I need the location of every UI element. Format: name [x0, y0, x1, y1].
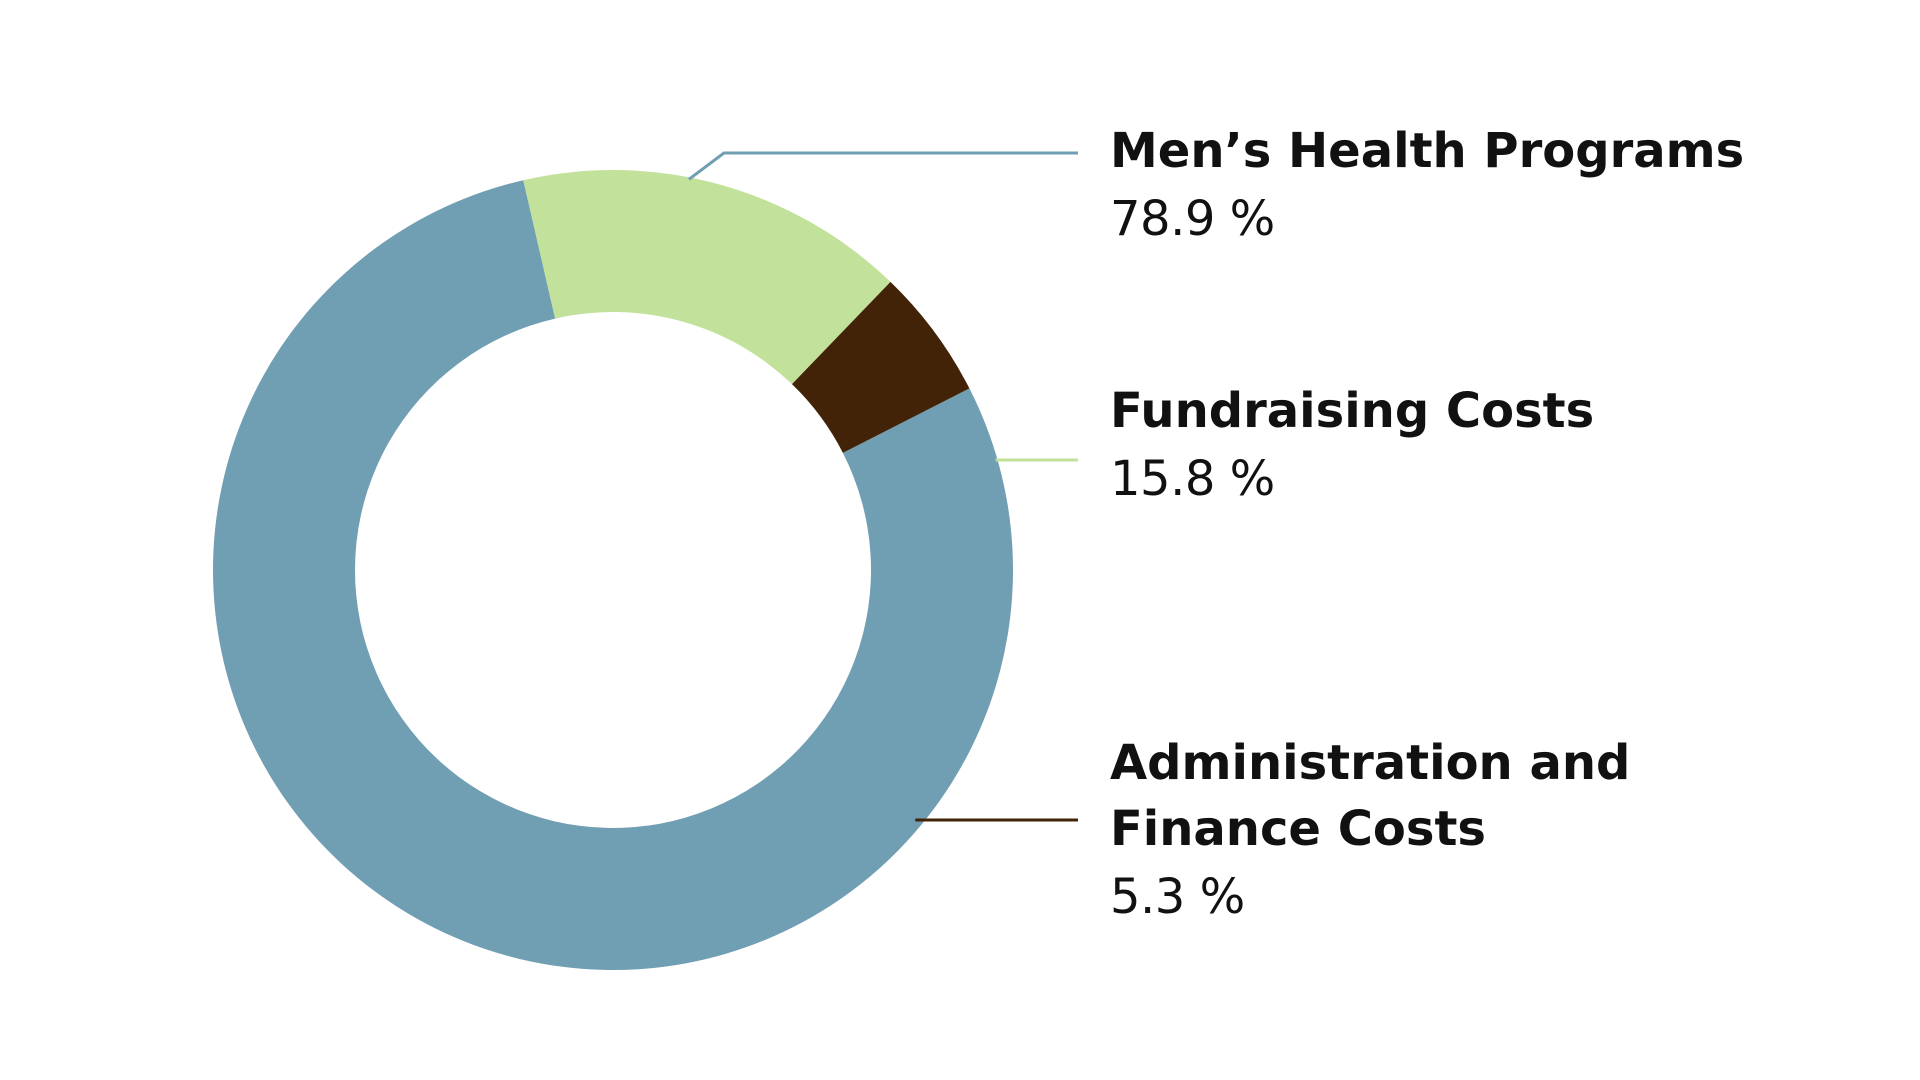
legend-label-administration-and-finance-costs: Administration and Finance Costs: [1110, 735, 1631, 857]
legend-entry-mens-health-programs: Men’s Health Programs 78.9 %: [1110, 118, 1744, 254]
legend-value-mens-health-programs: 78.9 %: [1110, 191, 1275, 247]
leader-line-mens-health-programs: [688, 151, 1078, 181]
legend-label-mens-health-programs: Men’s Health Programs: [1110, 123, 1745, 179]
legend-entry-administration-and-finance-costs: Administration and Finance Costs 5.3 %: [1110, 730, 1630, 932]
legend-value-fundraising-costs: 15.8 %: [1110, 451, 1275, 507]
legend-entry-fundraising-costs: Fundraising Costs 15.8 %: [1110, 378, 1594, 514]
slice-fundraising-costs: [523, 170, 891, 385]
donut-slices: [213, 170, 1013, 970]
legend-label-fundraising-costs: Fundraising Costs: [1110, 383, 1595, 439]
leader-lines: [688, 151, 1078, 822]
legend-value-administration-and-finance-costs: 5.3 %: [1110, 869, 1245, 925]
slice-mens-health-programs: [213, 180, 1013, 970]
slice-administration-and-finance-costs: [791, 281, 970, 453]
